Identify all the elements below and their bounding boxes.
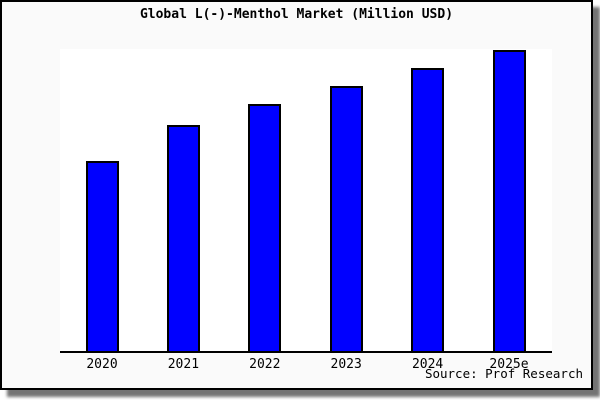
- x-tick-label-2025e: 2025e: [489, 357, 529, 372]
- bar-2025e: [492, 50, 526, 351]
- plot-area: [60, 49, 552, 353]
- bar-2024: [411, 68, 445, 351]
- x-tick-label-2022: 2022: [249, 357, 281, 372]
- chart-title: Global L(-)-Menthol Market (Million USD): [139, 7, 454, 22]
- x-tick-label-2024: 2024: [411, 357, 444, 372]
- bar-2021: [166, 125, 200, 351]
- x-tick-label-2021: 2021: [167, 357, 200, 372]
- bar-2022: [248, 104, 282, 351]
- source-label: Source: Prof Research: [424, 366, 583, 381]
- chart-frame: Global L(-)-Menthol Market (Million USD)…: [0, 0, 593, 390]
- bar-2020: [85, 161, 119, 351]
- bar-2023: [329, 86, 363, 351]
- x-tick-label-2020: 2020: [86, 357, 118, 372]
- x-tick-label-2023: 2023: [330, 357, 362, 372]
